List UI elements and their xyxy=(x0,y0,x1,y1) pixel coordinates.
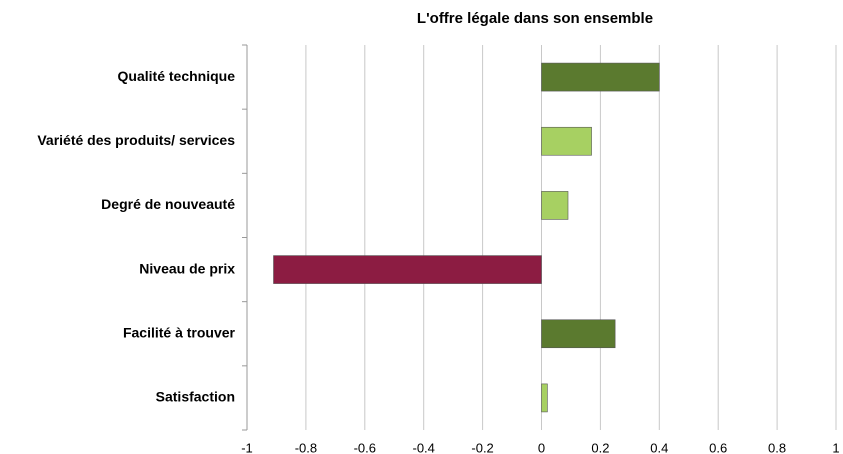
bar xyxy=(273,255,542,284)
bar xyxy=(541,62,660,92)
y-tick-label: Facilité à trouver xyxy=(123,324,236,340)
x-tick-label: -1 xyxy=(241,440,253,454)
x-tick-label: 0.2 xyxy=(591,440,609,454)
x-tick-label: 0.4 xyxy=(650,440,668,454)
x-tick-label: 0.6 xyxy=(709,440,727,454)
x-tick-label: -0.4 xyxy=(412,440,434,454)
y-tick-label: Degré de nouveauté xyxy=(101,196,235,212)
y-tick-label: Niveau de prix xyxy=(139,260,235,276)
y-tick-label: Variété des produits/ services xyxy=(37,132,235,148)
bar xyxy=(541,383,548,413)
chart-title: L'offre légale dans son ensemble xyxy=(417,10,653,27)
x-tick-label: -0.6 xyxy=(354,440,376,454)
y-tick-label: Satisfaction xyxy=(156,389,235,405)
bar xyxy=(541,319,616,349)
x-tick-label: 0 xyxy=(538,440,545,454)
x-tick-label: -0.2 xyxy=(471,440,493,454)
bar xyxy=(541,126,592,156)
x-tick-label: -0.8 xyxy=(295,440,317,454)
x-tick-label: 1 xyxy=(832,440,839,454)
y-tick-label: Qualité technique xyxy=(118,68,236,84)
bar xyxy=(541,191,569,220)
x-tick-label: 0.8 xyxy=(768,440,786,454)
